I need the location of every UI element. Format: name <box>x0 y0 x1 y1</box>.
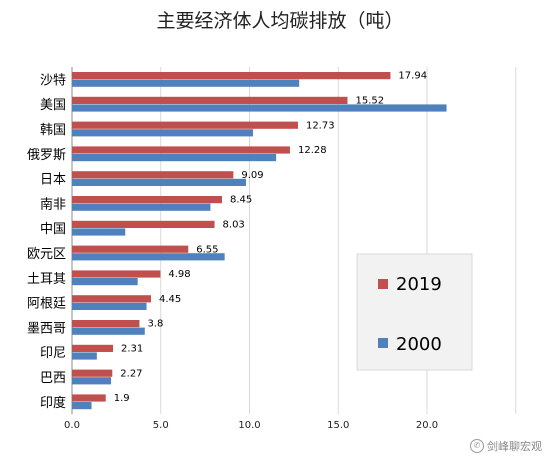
bar-2000 <box>72 178 246 186</box>
bar-2000 <box>72 129 254 137</box>
data-label: 6.55 <box>196 244 218 255</box>
data-label: 4.45 <box>159 294 181 305</box>
x-tick-label: 20.0 <box>416 420 438 431</box>
bar-2000 <box>72 352 97 360</box>
data-label: 8.45 <box>230 195 252 206</box>
category-label: 南非 <box>40 196 66 212</box>
data-labels: 17.94 15.52 12.73 12.28 9.09 8.45 8.03 6.55 4.98… <box>114 71 427 404</box>
category-label: 沙特 <box>40 73 66 88</box>
bar-2000 <box>72 278 138 286</box>
bar-2019 <box>72 220 215 228</box>
data-label: 2.27 <box>120 368 142 379</box>
bar-2000 <box>72 203 211 211</box>
bar-2019 <box>72 369 113 377</box>
data-label: 1.9 <box>114 393 130 404</box>
category-label: 印度 <box>40 395 66 411</box>
bar-2019 <box>72 270 161 278</box>
x-tick-label: 5.0 <box>153 420 169 431</box>
legend-label-2019: 2019 <box>396 274 442 295</box>
bar-2000 <box>72 104 447 112</box>
data-label: 2.31 <box>121 344 143 355</box>
data-label: 15.52 <box>355 96 384 107</box>
bar-2019 <box>72 96 348 104</box>
bar-2019 <box>72 295 151 303</box>
category-label: 美国 <box>40 98 66 113</box>
bar-2000 <box>72 154 277 162</box>
bar-2019 <box>72 72 391 80</box>
x-tick-labels: 0.0 5.0 10.0 15.0 20.0 <box>64 420 438 431</box>
bar-2000 <box>72 79 300 87</box>
data-label: 12.73 <box>306 120 335 131</box>
legend: 2019 2000 <box>356 253 473 371</box>
x-tick-label: 0.0 <box>64 420 80 431</box>
legend-swatch-2000 <box>378 338 388 348</box>
category-label: 印尼 <box>40 346 66 361</box>
bar-2000 <box>72 402 92 410</box>
bar-2019 <box>72 394 106 402</box>
chart-title: 主要经济体人均碳排放（吨） <box>156 10 403 32</box>
data-label: 12.28 <box>298 145 327 156</box>
category-label: 俄罗斯 <box>27 148 66 163</box>
bar-2000 <box>72 377 112 385</box>
category-label: 墨西哥 <box>27 321 66 336</box>
bar-2000 <box>72 302 147 310</box>
bar-2019 <box>72 245 189 253</box>
bar-2019 <box>72 146 290 154</box>
category-label: 土耳其 <box>27 272 66 287</box>
bar-2000 <box>72 228 126 236</box>
category-label: 巴西 <box>40 371 66 386</box>
data-label: 4.98 <box>168 269 190 280</box>
watermark-text: 剑峰聊宏观 <box>487 440 542 453</box>
legend-label-2000: 2000 <box>396 334 442 355</box>
legend-box <box>356 253 473 371</box>
data-label: 9.09 <box>241 170 263 181</box>
bar-2000 <box>72 327 145 335</box>
x-tick-label: 10.0 <box>238 420 260 431</box>
data-label: 8.03 <box>223 220 245 231</box>
category-label: 欧元区 <box>27 247 66 262</box>
bar-2019 <box>72 320 140 328</box>
category-label: 阿根廷 <box>27 297 66 312</box>
bar-2019 <box>72 121 298 129</box>
bar-2019 <box>72 196 222 204</box>
data-label: 3.8 <box>147 319 163 330</box>
bar-2000 <box>72 253 225 261</box>
wechat-icon: ✆ <box>470 439 484 453</box>
category-label: 中国 <box>40 222 66 237</box>
data-label: 17.94 <box>398 71 427 82</box>
category-label: 韩国 <box>40 123 66 138</box>
category-label: 日本 <box>40 173 66 188</box>
x-tick-label: 15.0 <box>327 420 349 431</box>
chart-bars <box>72 72 447 410</box>
bar-2019 <box>72 344 114 352</box>
legend-swatch-2019 <box>378 279 388 289</box>
watermark: ✆ 剑峰聊宏观 <box>470 438 542 454</box>
bar-2019 <box>72 171 234 179</box>
